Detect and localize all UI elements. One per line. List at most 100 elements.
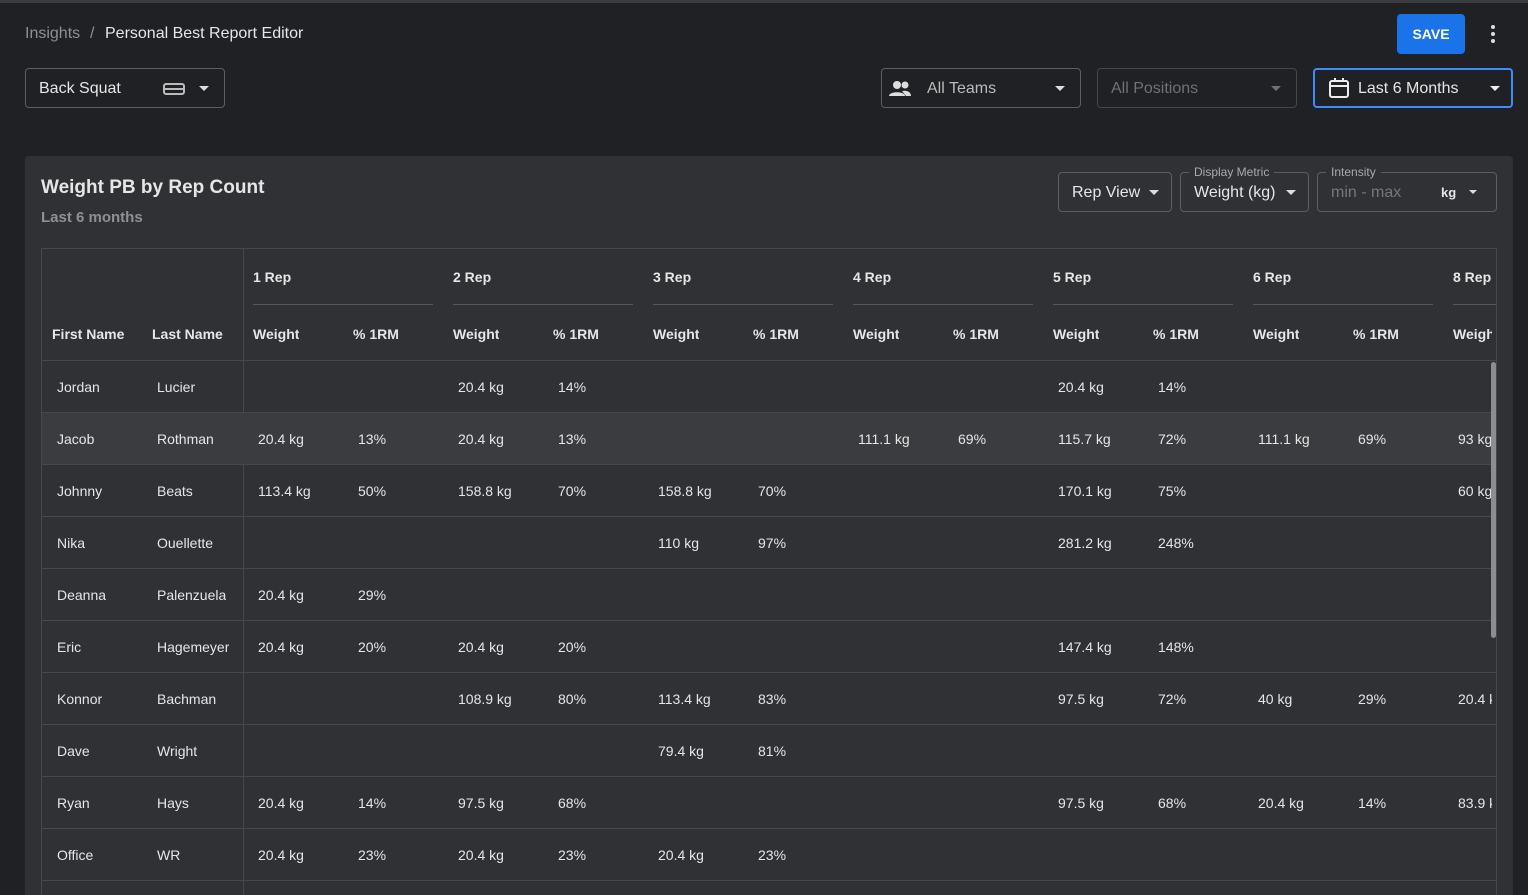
display-metric-value: Weight (kg) [1194,184,1276,201]
group-underline [1253,304,1433,305]
table-cell: 97.5 kg [1058,691,1104,707]
period-select[interactable]: Last 6 Months [1313,68,1513,108]
column-header: % 1RM [1353,326,1399,342]
first-name: Ryan [57,795,90,811]
table-cell: 60 kg [1458,483,1492,499]
table-cell: 68% [1158,795,1187,811]
table-row[interactable] [42,673,1496,725]
column-header: Weight [253,326,300,342]
table-cell: 20.4 kg [258,639,304,655]
table-cell: 20.4 kg [258,587,304,603]
unit-value[interactable]: kg [1441,185,1457,200]
scrollbar [1491,362,1496,638]
table-cell: 13% [558,431,587,447]
group-header: 2 Rep [453,269,492,285]
table-cell: 20.4 kg [458,379,504,395]
group-underline [653,304,833,305]
table-cell: 75% [1158,483,1187,499]
field-label: Display Metric [1189,165,1275,179]
table-cell: 83.9 kg [1458,795,1492,811]
caret [1271,86,1281,91]
breadcrumb-link[interactable]: Insights [25,25,81,42]
column-header: Weight [1253,326,1300,342]
table-cell: 79.4 kg [658,743,704,759]
table-row[interactable] [42,517,1496,569]
rep-view-select[interactable]: Rep View [1058,172,1172,212]
last-name: Bachman [157,691,217,707]
table-cell: 20.4 kg [1258,795,1304,811]
last-name: Palenzuela [157,587,227,603]
table-row[interactable] [42,465,1496,517]
table-cell: 14% [358,795,387,811]
table-row[interactable] [42,725,1496,777]
calendar-icon [1329,78,1349,98]
table-row[interactable] [42,777,1496,829]
column-header: Weight [1453,326,1492,342]
table-row[interactable] [42,621,1496,673]
table-row[interactable] [42,569,1496,621]
table-row[interactable] [42,829,1496,881]
table-cell: 20.4 kg [258,847,304,863]
positions-select[interactable]: All Positions [1097,68,1297,108]
table-cell: 110 kg [658,535,699,551]
first-name: Johnny [57,483,103,499]
table-row[interactable] [42,413,1496,465]
breadcrumb-separator: / [90,25,95,42]
last-name: Beats [157,483,193,499]
table-cell: 97.5 kg [1058,795,1104,811]
table-cell: 281.2 kg [1058,535,1112,551]
display-metric-select[interactable]: Display Metric Weight (kg) [1180,165,1309,212]
table-cell: 170.1 kg [1058,483,1112,499]
table-cell: 20.4 kg [458,431,504,447]
table-cell: 80% [558,691,587,707]
table-cell: 20.4 kg [258,431,304,447]
table-cell: 20.4 kg [1058,379,1104,395]
caret [1149,190,1159,195]
group-header: 3 Rep [653,269,692,285]
table-cell: 29% [1358,691,1387,707]
column-header: Weight [1053,326,1100,342]
column-header: % 1RM [353,326,399,342]
table-cell: 115.7 kg [1058,431,1111,447]
period-value: Last 6 Months [1358,80,1459,97]
field-label: Intensity [1326,165,1381,179]
column-header: % 1RM [1153,326,1199,342]
breadcrumb-current: Personal Best Report Editor [105,25,304,42]
first-name: Nika [57,535,86,551]
teams-select[interactable]: All Teams [881,68,1081,108]
table-cell: 14% [1158,379,1187,395]
more-menu[interactable] [1484,24,1502,44]
group-underline [253,304,433,305]
intensity-placeholder: min - max [1331,184,1402,201]
table-cell: 20% [358,639,387,655]
table-cell: 23% [358,847,387,863]
pb-table: First Name Last Name 1 Rep Weight % 1RM 2 Rep… [41,248,1497,895]
first-name: Jordan [57,379,100,395]
table-cell: 14% [558,379,587,395]
intensity-input[interactable]: Intensity min - max kg [1317,165,1497,212]
table-cell: 20.4 kg [458,639,504,655]
top-border [0,0,1528,3]
table-row[interactable] [42,361,1496,413]
table-cell: 70% [558,483,587,499]
table-cell: 70% [758,483,787,499]
barbell-icon [163,83,185,95]
column-header: Weight [653,326,700,342]
column-header: % 1RM [953,326,999,342]
table-cell: 113.4 kg [258,483,311,499]
table-cell: 20.4 kg [1458,691,1492,707]
column-header: Weight [853,326,900,342]
table-cell: 111.1 kg [1258,431,1310,447]
save-button[interactable]: SAVE [1397,14,1465,54]
table-cell: 23% [758,847,787,863]
table-cell: 158.8 kg [658,483,712,499]
caret [1469,190,1477,194]
table-cell: 72% [1158,431,1187,447]
column-header: % 1RM [753,326,799,342]
card-title: Weight PB by Rep Count [41,177,265,198]
exercise-select[interactable]: Back Squat [25,68,225,108]
group-header: 6 Rep [1253,269,1292,285]
table-cell: 23% [558,847,587,863]
last-name: Wright [157,743,198,759]
positions-value: All Positions [1111,80,1199,97]
